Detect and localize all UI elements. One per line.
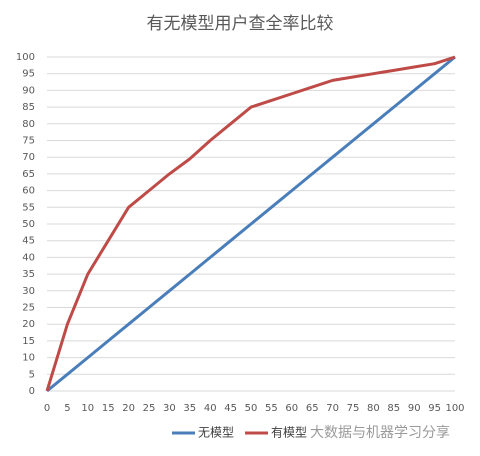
y-tick-label: 100 [16,52,35,63]
x-tick-label: 25 [143,403,156,414]
x-tick-label: 75 [347,403,360,414]
x-tick-label: 5 [64,403,70,414]
watermark: 大数据与机器学习分享 [310,424,450,441]
x-tick-label: 85 [387,403,400,414]
x-tick-label: 15 [102,403,115,414]
y-tick-label: 95 [22,69,35,80]
x-tick-label: 0 [44,403,50,414]
y-tick-label: 60 [22,186,35,197]
x-tick-label: 100 [445,403,464,414]
x-tick-label: 50 [245,403,258,414]
y-tick-label: 20 [22,319,35,330]
y-tick-label: 45 [22,236,35,247]
y-tick-label: 30 [22,286,35,297]
x-tick-label: 45 [224,403,237,414]
x-tick-label: 95 [428,403,441,414]
y-tick-label: 55 [22,202,35,213]
y-tick-label: 85 [22,102,35,113]
x-tick-label: 70 [326,403,339,414]
y-tick-label: 15 [22,336,35,347]
x-tick-label: 20 [122,403,135,414]
x-tick-label: 55 [265,403,278,414]
x-tick-label: 35 [183,403,196,414]
y-tick-label: 70 [22,152,35,163]
y-tick-label: 65 [22,169,35,180]
y-tick-label: 50 [22,219,35,230]
y-tick-label: 0 [29,386,35,397]
series-line [45,55,456,392]
x-tick-label: 30 [163,403,176,414]
y-tick-label: 75 [22,136,35,147]
y-tick-label: 80 [22,119,35,130]
x-tick-label: 65 [306,403,319,414]
y-tick-label: 90 [22,85,35,96]
y-tick-label: 40 [22,252,35,263]
x-tick-label: 80 [367,403,380,414]
series-line [46,55,456,393]
x-tick-label: 40 [204,403,217,414]
y-tick-label: 10 [22,353,35,364]
legend-label: 无模型 [198,426,234,440]
x-tick-label: 60 [285,403,298,414]
x-tick-label: 10 [81,403,94,414]
y-tick-label: 25 [22,303,35,314]
y-tick-label: 35 [22,269,35,280]
y-tick-label: 5 [29,369,35,380]
x-tick-label: 90 [408,403,421,414]
chart-title: 有无模型用户查全率比较 [147,14,334,34]
legend-label: 有模型 [271,426,307,440]
